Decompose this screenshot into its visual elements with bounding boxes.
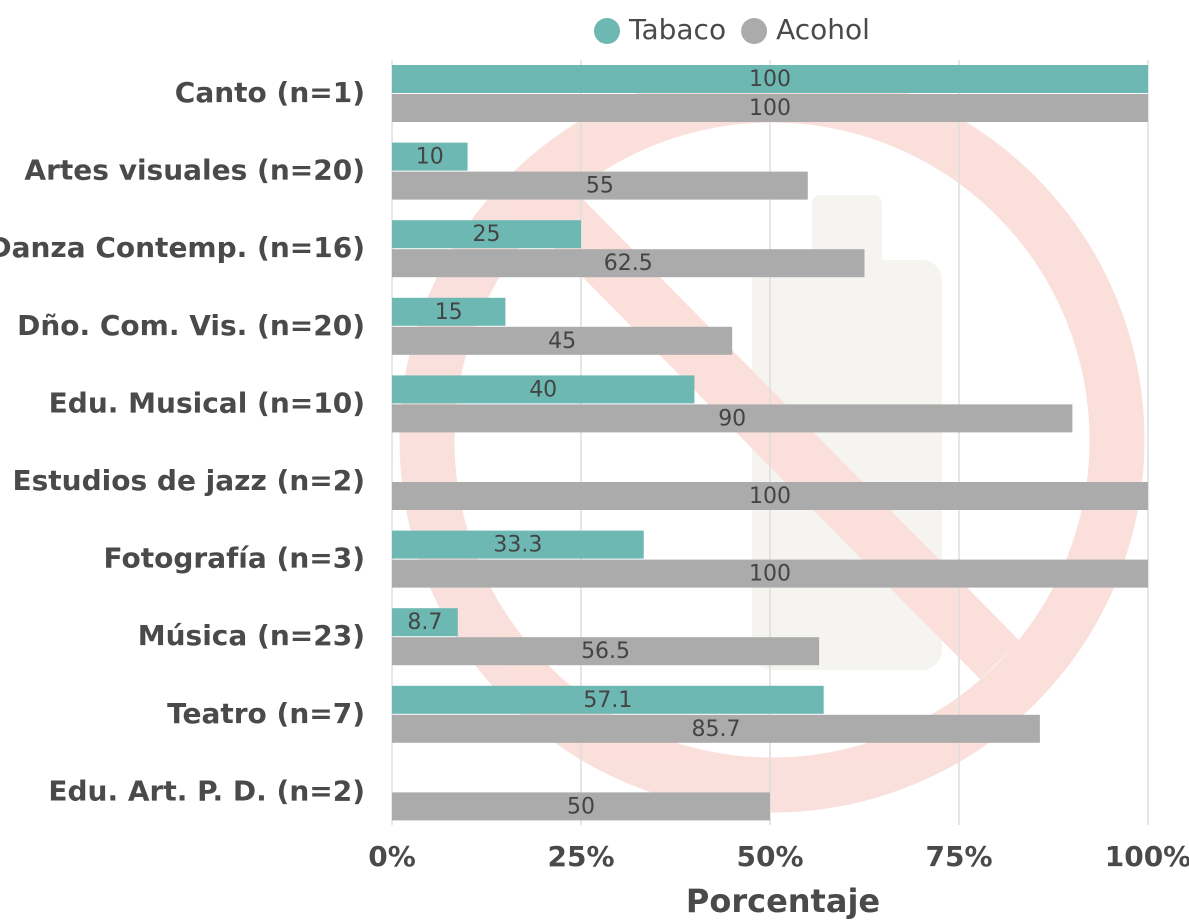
bar [392,171,808,200]
value-label: 90 [718,406,746,431]
category-label: Canto (n=1) [175,76,365,109]
category-label: Edu. Art. P. D. (n=2) [48,774,365,807]
value-label: 56.5 [581,639,630,664]
category-label: Artes visuales (n=20) [24,154,365,187]
value-label: 40 [529,377,557,402]
value-label: 8.7 [407,610,442,635]
bar [392,142,468,171]
value-label: 100 [749,96,791,121]
category-label: Dño. Com. Vis. (n=20) [17,309,365,342]
bar [392,94,1148,122]
x-tick-label: 100% [1105,840,1189,873]
value-label: 25 [473,222,501,247]
legend-marker [594,18,620,44]
x-tick-label: 50% [736,840,803,873]
value-label: 100 [749,484,791,509]
bar [392,637,820,666]
value-label: 50 [567,794,595,819]
value-label: 33.3 [493,533,542,558]
bar [392,608,458,637]
bar [392,559,1148,588]
value-label: 15 [435,300,463,325]
bar [392,249,865,278]
bar [392,375,695,404]
legend-label: Tabaco [628,13,726,46]
value-label: 100 [749,67,791,92]
x-tick-label: 25% [547,840,614,873]
x-axis-title: Porcentaje [686,882,880,920]
value-label: 10 [416,145,444,170]
legend-marker [741,18,768,44]
bar [392,297,506,326]
category-label: Música (n=23) [138,619,365,652]
category-label: Edu. Musical (n=10) [49,386,365,419]
bar [392,685,824,714]
bar [392,220,581,249]
bar [392,792,770,821]
value-label: 45 [548,329,576,354]
value-label: 100 [749,562,791,587]
value-label: 57.1 [583,688,632,713]
x-tick-label: 75% [925,840,992,873]
value-label: 62.5 [604,251,653,276]
bar [392,714,1040,743]
category-label: Teatro (n=7) [167,697,365,730]
bar [392,404,1073,433]
x-tick-label: 0% [368,840,416,873]
category-label: Estudios de jazz (n=2) [13,464,366,497]
bar [392,482,1148,510]
bar [392,65,1148,93]
category-label: Danza Contemp. (n=16) [0,231,365,264]
value-label: 85.7 [691,717,740,742]
category-label: Fotografía (n=3) [104,542,366,575]
bar [392,326,733,355]
value-label: 55 [586,174,614,199]
legend-label: Acohol [776,13,870,46]
bar [392,530,644,559]
